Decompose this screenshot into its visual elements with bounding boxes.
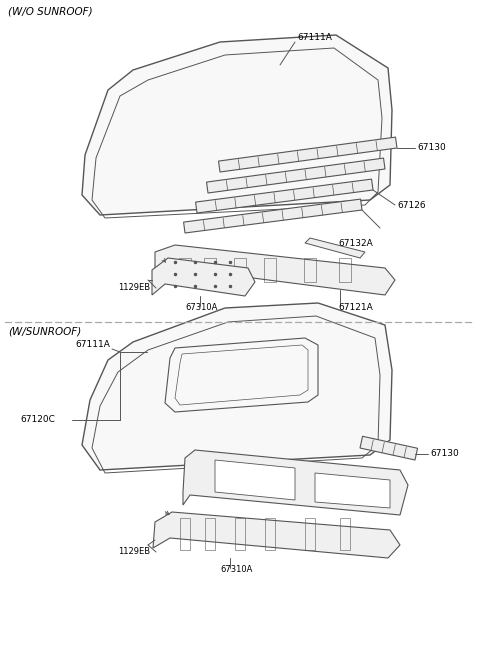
Text: 1129EB: 1129EB: [118, 548, 150, 557]
Text: 67310A: 67310A: [220, 565, 252, 574]
Polygon shape: [360, 436, 418, 460]
Polygon shape: [82, 35, 392, 215]
Polygon shape: [82, 303, 392, 470]
Text: (W/SUNROOF): (W/SUNROOF): [8, 326, 81, 336]
Text: 67111A: 67111A: [75, 340, 110, 349]
Polygon shape: [183, 199, 362, 233]
Polygon shape: [305, 238, 365, 258]
Text: 67126: 67126: [397, 200, 426, 210]
Text: 67121A: 67121A: [338, 303, 373, 312]
Polygon shape: [315, 473, 390, 508]
Polygon shape: [215, 460, 295, 500]
Polygon shape: [195, 179, 373, 213]
Text: 67120C: 67120C: [20, 415, 55, 424]
Text: 67310A: 67310A: [185, 303, 217, 312]
Polygon shape: [153, 512, 400, 558]
Text: (W/O SUNROOF): (W/O SUNROOF): [8, 7, 93, 17]
Polygon shape: [152, 258, 255, 296]
Text: 67111A: 67111A: [297, 33, 332, 43]
Text: 1129EB: 1129EB: [118, 284, 150, 293]
Text: 67132A: 67132A: [338, 238, 373, 248]
Polygon shape: [206, 158, 385, 193]
Polygon shape: [183, 450, 408, 515]
Polygon shape: [218, 137, 397, 172]
Text: 67130: 67130: [430, 449, 459, 458]
Text: 67130: 67130: [417, 143, 446, 153]
Polygon shape: [155, 245, 395, 295]
